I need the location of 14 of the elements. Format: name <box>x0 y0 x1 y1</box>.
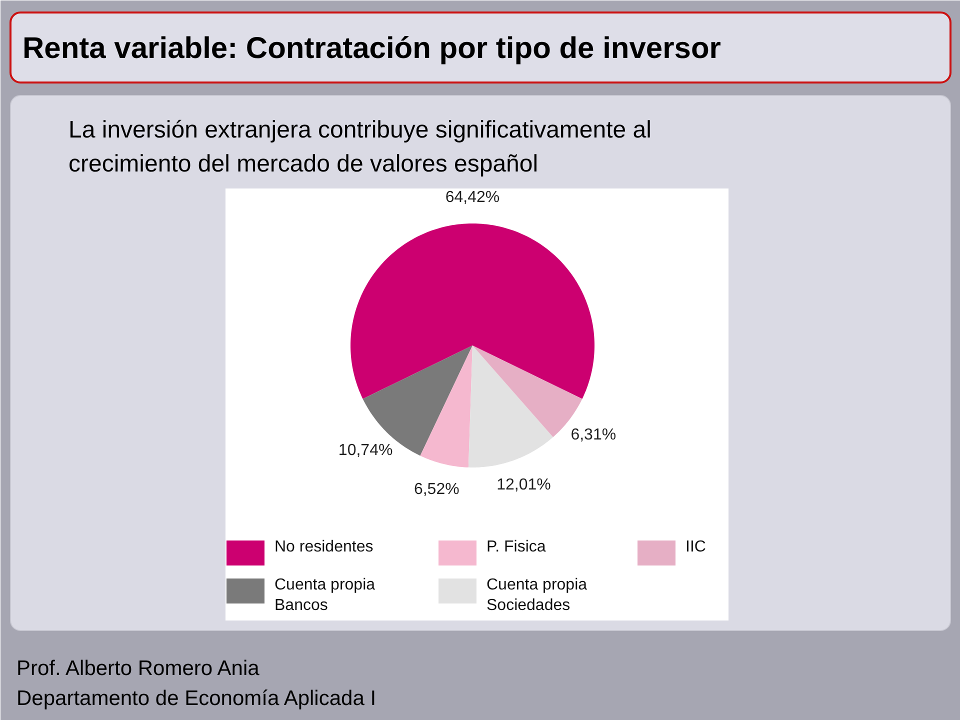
data-label: 6,31% <box>570 426 616 444</box>
chart-subtitle: La inversión extranjera contribuye significativamente al crecimiento del mercado de valores español <box>68 116 652 178</box>
legend-label: No residentes <box>274 538 374 556</box>
text: Departamento de Economía Aplicada I <box>16 687 376 710</box>
chart-title: Renta variable: Contratación por tipo de inversor <box>22 32 722 65</box>
text: Prof. Alberto Romero Ania <box>16 657 260 680</box>
data-label: 6,52% <box>414 480 460 498</box>
legend-label: Cuenta propia Sociedades <box>486 576 588 614</box>
data-label: 64,42% <box>445 189 500 206</box>
legend-label: IIC <box>686 538 706 556</box>
data-label: 12,01% <box>496 476 551 494</box>
legend-label: P. Fisica <box>486 538 546 556</box>
data-label: 10,74% <box>338 442 393 460</box>
legend-label: Cuenta propia Bancos <box>274 576 376 614</box>
